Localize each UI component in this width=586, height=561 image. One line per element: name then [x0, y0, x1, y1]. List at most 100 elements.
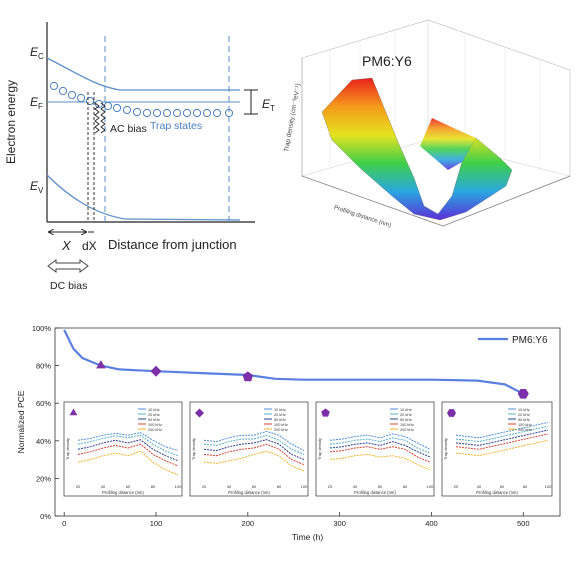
distance-label: Distance from junction — [108, 237, 237, 252]
inset-marker-triangle — [69, 408, 78, 416]
trap-state-circle — [202, 108, 212, 118]
inset-legend-label: 100 kHz — [400, 423, 414, 427]
inset-x-tick-label: 40 — [353, 484, 358, 489]
band-diagram: Electron energy EC EF EV AC bias Trap st… — [4, 22, 275, 292]
pce-marker-triangle — [96, 360, 106, 369]
inset-series-line — [77, 432, 179, 452]
inset-legend-label: 10 kHz — [148, 408, 160, 412]
ec-curve — [46, 57, 240, 91]
inset-series-line — [329, 433, 431, 450]
pce-marker-pentagon — [242, 371, 253, 382]
ac-bias-label: AC bias — [110, 123, 147, 135]
inset-x-tick-label: 100 — [427, 484, 434, 489]
ef-label: EF — [30, 95, 43, 111]
inset-marker-diamond — [195, 408, 204, 418]
inset-series-line — [203, 430, 305, 452]
inset-legend-label: 200 kHz — [148, 428, 162, 432]
trap-states-label: Trap states — [150, 120, 202, 132]
inset-x-tick-label: 100 — [175, 484, 182, 489]
inset-marker-hexagon — [447, 409, 456, 417]
inset-series-line — [455, 439, 549, 457]
inset-xlabel: Profiling distance (nm) — [476, 490, 518, 495]
inset-xlabel: Profiling distance (nm) — [354, 490, 396, 495]
inset-x-tick-label: 20 — [76, 484, 81, 489]
x-tick-label: 100 — [150, 519, 163, 528]
inset-x-tick-label: 100 — [301, 484, 308, 489]
inset-frame — [315, 401, 435, 497]
trap-states-circles — [49, 81, 234, 118]
inset-series-line — [77, 434, 179, 457]
surface-x-label: Profiling distance (nm) — [333, 205, 392, 229]
trap-state-circle — [76, 93, 86, 103]
inset-series-line — [77, 439, 179, 462]
trap-state-circle — [152, 108, 162, 118]
inset-legend-label: 20 kHz — [518, 413, 530, 417]
x-tick-label: 200 — [242, 519, 255, 528]
inset-legend-label: 10 kHz — [274, 408, 286, 412]
surface-3d: PM6:Y6 Trap density (cm⁻³eV⁻¹) Profiling… — [283, 19, 571, 229]
x-axis-label: Time (h) — [292, 532, 323, 542]
inset-x-tick-label: 60 — [500, 484, 505, 489]
trap-state-circle — [112, 103, 122, 113]
pce-marker-diamond — [150, 365, 162, 377]
ev-curve — [46, 174, 241, 221]
y-tick-label: 60% — [36, 399, 51, 408]
trap-surface-ridge — [420, 118, 476, 170]
legend-label: PM6:Y6 — [512, 335, 548, 346]
inset-legend-label: 50 kHz — [274, 418, 286, 422]
trap-state-circle — [162, 108, 172, 118]
inset-x-tick-label: 20 — [454, 484, 459, 489]
inset-series-line — [455, 429, 549, 446]
inset-series-line — [329, 441, 431, 458]
y-tick-label: 80% — [36, 362, 51, 371]
x-label: X — [61, 238, 72, 253]
inset-series-line — [203, 439, 305, 460]
inset-marker-pentagon — [321, 408, 330, 417]
trap-state-circle — [182, 108, 192, 118]
inset-x-tick-label: 40 — [101, 484, 106, 489]
inset-series-line — [455, 421, 549, 439]
inset-x-tick-label: 80 — [277, 484, 282, 489]
inset-series-line — [77, 443, 179, 467]
inset-x-tick-label: 80 — [151, 484, 156, 489]
ac-bias-zigzag-icon-2 — [100, 102, 106, 134]
ev-label: EV — [30, 179, 44, 195]
inset-legend-label: 200 kHz — [400, 428, 414, 432]
band-ylabel: Electron energy — [4, 80, 18, 164]
inset-series-line — [203, 450, 305, 472]
inset-series-line — [455, 425, 549, 443]
dc-bias-label: DC bias — [50, 280, 87, 292]
y-tick-label: 0% — [40, 512, 51, 521]
trap-state-circle — [67, 90, 77, 100]
x-tick-label: 400 — [425, 519, 438, 528]
inset-series-line — [329, 453, 431, 471]
ac-bias-zigzag-icon — [94, 102, 100, 134]
x-tick-label: 500 — [517, 519, 530, 528]
trap-surface — [321, 77, 513, 221]
inset-legend-label: 100 kHz — [274, 423, 288, 427]
inset-x-tick-label: 20 — [202, 484, 207, 489]
inset-ylabel: Trap density — [443, 438, 448, 460]
inset-x-tick-label: 60 — [378, 484, 383, 489]
inset-legend-label: 10 kHz — [518, 408, 530, 412]
inset-legend-label: 20 kHz — [400, 413, 412, 417]
inset-xlabel: Profiling distance (nm) — [228, 490, 270, 495]
inset-legend-label: 50 kHz — [400, 418, 412, 422]
pce-series-line — [63, 329, 524, 395]
inset-legend-label: 200 kHz — [274, 428, 288, 432]
inset-legend-label: 50 kHz — [148, 418, 160, 422]
trap-state-circle — [192, 108, 202, 118]
ec-label: EC — [30, 45, 44, 61]
inset-series-line — [329, 437, 431, 454]
inset-x-tick-label: 60 — [252, 484, 257, 489]
inset-series-line — [329, 446, 431, 463]
inset-series-line — [77, 450, 179, 476]
surface-title: PM6:Y6 — [362, 53, 412, 69]
pce-marker-hexagon — [517, 389, 529, 399]
